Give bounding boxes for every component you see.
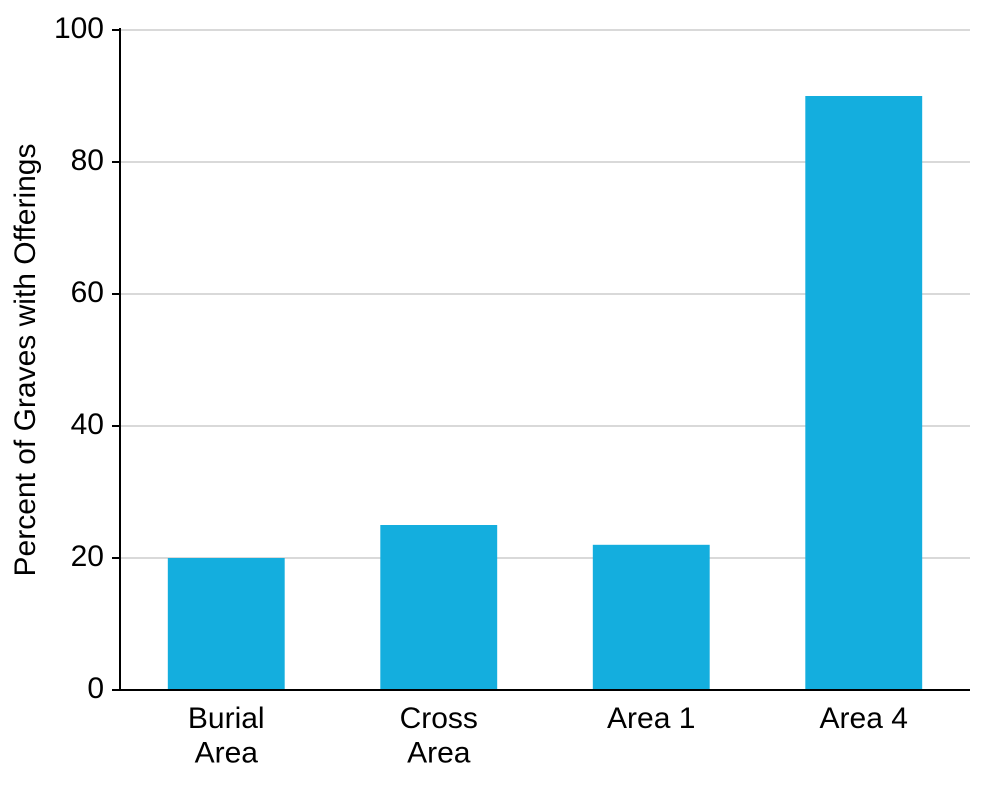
bar [593, 545, 710, 690]
x-tick-label: Area 4 [820, 702, 908, 735]
x-tick-label: BurialArea [188, 702, 265, 770]
bar [168, 558, 285, 690]
y-tick-label: 60 [71, 276, 104, 309]
y-axis-label: Percent of Graves with Offerings [9, 144, 42, 577]
y-tick-label: 80 [71, 144, 104, 177]
y-tick-label: 20 [71, 540, 104, 573]
bar-chart: 0 20 40 60 80 100 BurialArea CrossArea Area 1 Are… [0, 0, 997, 800]
x-tick-label: CrossArea [400, 702, 478, 770]
bar [380, 525, 497, 690]
x-tick-label: Area 1 [607, 702, 695, 735]
y-tick-label: 100 [54, 12, 104, 45]
bar [805, 96, 922, 690]
y-tick-label: 40 [71, 408, 104, 441]
chart-svg: 0 20 40 60 80 100 BurialArea CrossArea Area 1 Are… [0, 0, 997, 800]
y-tick-label: 0 [87, 672, 104, 705]
